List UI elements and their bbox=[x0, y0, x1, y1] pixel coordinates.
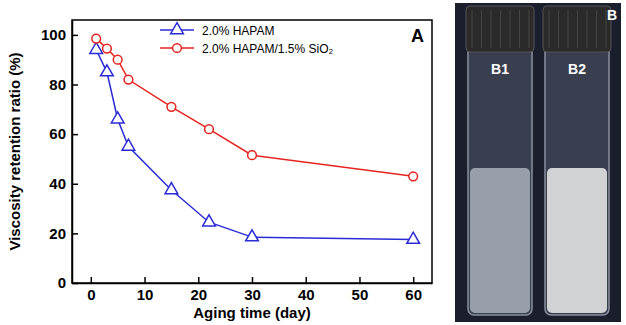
y-axis: 0 20 40 60 80 100 bbox=[41, 21, 78, 292]
tick-label: 50 bbox=[352, 286, 369, 303]
tick: 20 bbox=[190, 277, 207, 303]
marker bbox=[248, 151, 257, 160]
tick-label: 0 bbox=[87, 286, 95, 303]
cap-ridge bbox=[587, 10, 588, 48]
tick: 20 bbox=[49, 225, 78, 242]
marker bbox=[90, 42, 103, 53]
series-line bbox=[96, 50, 413, 240]
vial bbox=[543, 6, 611, 315]
tick-mark bbox=[72, 283, 78, 285]
marker bbox=[167, 102, 176, 111]
tick-mark bbox=[91, 277, 93, 283]
cap-ridge bbox=[549, 10, 550, 48]
vial-liquid bbox=[547, 168, 607, 313]
tick-label: 100 bbox=[41, 26, 66, 43]
cap-ridge bbox=[568, 10, 569, 48]
tick-label: 80 bbox=[49, 76, 66, 93]
legend-label: 2.0% HAPAM/1.5% SiO₂ bbox=[202, 42, 333, 56]
tick: 10 bbox=[137, 277, 154, 303]
tick-mark bbox=[359, 277, 361, 283]
marker bbox=[92, 34, 101, 43]
legend-label: 2.0% HAPAM bbox=[202, 24, 274, 38]
marker bbox=[122, 139, 135, 150]
legend-entry: 2.0% HAPAM bbox=[160, 23, 274, 38]
tick-label: 10 bbox=[137, 286, 154, 303]
series-line bbox=[96, 39, 413, 177]
cap-ridge bbox=[529, 10, 530, 48]
cap-ridge bbox=[510, 10, 511, 48]
photo-panel: B1 B2 B bbox=[455, 3, 621, 322]
marker bbox=[205, 125, 214, 134]
tick-mark bbox=[72, 233, 78, 235]
cap-ridge bbox=[472, 10, 473, 48]
legend-marker bbox=[171, 23, 184, 34]
marker bbox=[101, 65, 114, 76]
tick-label: 0 bbox=[58, 274, 66, 291]
tick: 80 bbox=[49, 76, 78, 93]
panel-label: B bbox=[607, 7, 617, 23]
figure: 0 10 20 30 40 50 60 0 20 40 60 80 100 Aging time (day… bbox=[0, 0, 626, 325]
vial bbox=[466, 6, 534, 315]
panel-label: A bbox=[411, 26, 424, 46]
y-axis-title: Viscosity retention ratio (%) bbox=[6, 52, 23, 250]
marker bbox=[111, 112, 124, 123]
x-axis-title: Aging time (day) bbox=[193, 304, 311, 321]
marker bbox=[409, 172, 418, 181]
marks bbox=[90, 34, 420, 243]
axis-line bbox=[72, 21, 74, 284]
tick-mark bbox=[252, 277, 254, 283]
cap-ridge bbox=[596, 10, 597, 48]
vial-label: B2 bbox=[568, 61, 586, 77]
tick-label: 40 bbox=[298, 286, 315, 303]
tick: 0 bbox=[87, 277, 95, 303]
tick: 30 bbox=[244, 277, 261, 303]
vial-cap bbox=[543, 6, 611, 52]
tick-mark bbox=[72, 84, 78, 86]
tick: 100 bbox=[41, 26, 78, 43]
tick-mark bbox=[72, 35, 78, 37]
tick-label: 60 bbox=[49, 125, 66, 142]
marker bbox=[113, 55, 122, 64]
photo-background bbox=[455, 3, 621, 322]
marker bbox=[165, 183, 178, 194]
cap-ridge bbox=[519, 10, 520, 48]
plot-frame bbox=[72, 20, 432, 283]
legend-entry: 2.0% HAPAM/1.5% SiO₂ bbox=[160, 42, 333, 56]
cap-ridge bbox=[558, 10, 559, 48]
cap-ridge bbox=[577, 10, 578, 48]
tick: 40 bbox=[298, 277, 315, 303]
cap-ridge bbox=[500, 10, 501, 48]
marker bbox=[407, 232, 420, 243]
legend: 2.0% HAPAM 2.0% HAPAM/1.5% SiO₂ bbox=[160, 23, 333, 56]
tick: 60 bbox=[405, 277, 422, 303]
tick-mark bbox=[305, 277, 307, 283]
tick-label: 60 bbox=[405, 286, 422, 303]
cap-ridge bbox=[491, 10, 492, 48]
tick-mark bbox=[144, 277, 146, 283]
vial-cap bbox=[466, 6, 534, 52]
tick-label: 20 bbox=[49, 225, 66, 242]
tick: 60 bbox=[49, 125, 78, 142]
tick: 0 bbox=[58, 274, 78, 291]
marker bbox=[124, 75, 133, 84]
x-axis: 0 10 20 30 40 50 60 bbox=[73, 277, 433, 303]
tick-mark bbox=[72, 134, 78, 136]
cap-ridge bbox=[481, 10, 482, 48]
vial-glass bbox=[545, 40, 609, 315]
marker bbox=[103, 44, 112, 53]
marker bbox=[203, 215, 216, 226]
tick-label: 30 bbox=[244, 286, 261, 303]
tick-label: 40 bbox=[49, 175, 66, 192]
marker bbox=[246, 230, 259, 241]
tick: 50 bbox=[352, 277, 369, 303]
vial-glass bbox=[468, 40, 532, 315]
legend-marker bbox=[173, 44, 182, 53]
tick-label: 20 bbox=[190, 286, 207, 303]
tick-mark bbox=[198, 277, 200, 283]
vial-liquid bbox=[470, 168, 530, 313]
tick: 40 bbox=[49, 175, 78, 192]
tick-mark bbox=[72, 184, 78, 186]
vial-label: B1 bbox=[491, 61, 509, 77]
tick-mark bbox=[413, 277, 415, 283]
